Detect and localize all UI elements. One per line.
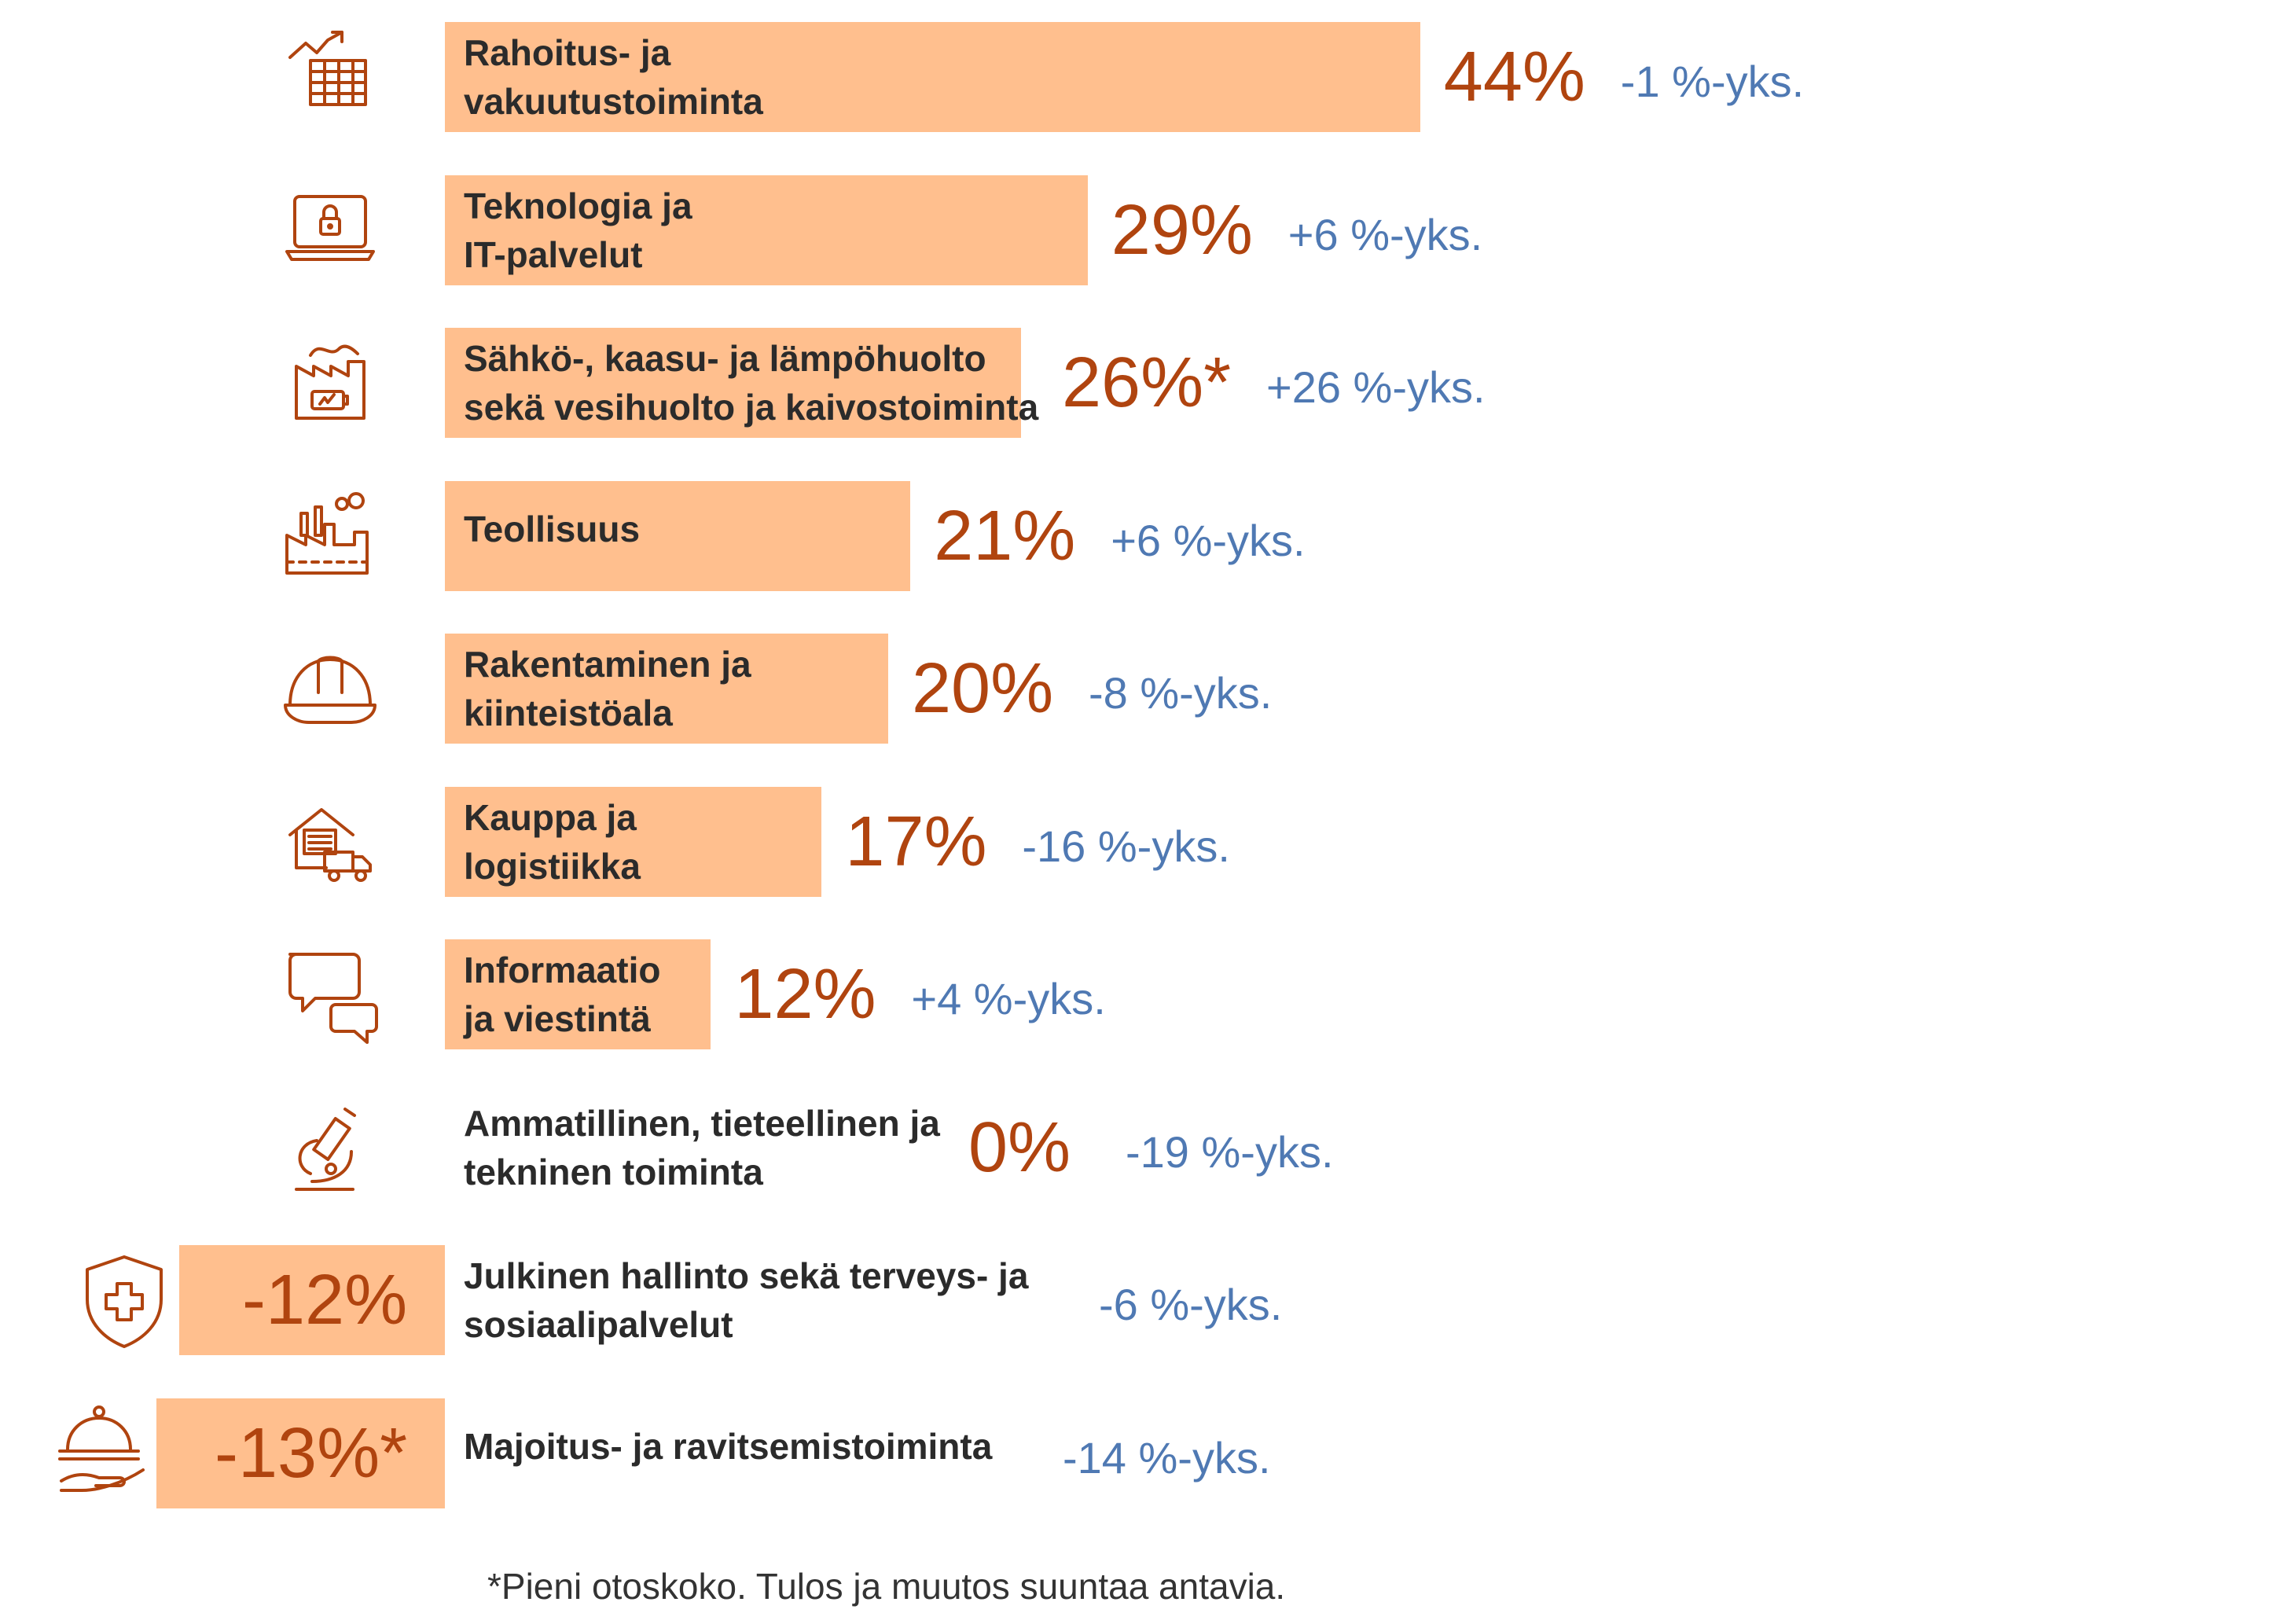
change-label: +6 %-yks.	[1111, 516, 1306, 565]
category-label: Julkinen hallinto sekä terveys- ja sosia…	[464, 1255, 1029, 1345]
bar	[445, 481, 911, 591]
energy-factory-icon	[279, 332, 381, 434]
shield-cross-icon	[73, 1249, 175, 1351]
chart-row: Rahoitus- ja vakuutustoiminta 44% -1 %-yks…	[0, 22, 2281, 132]
microscope-icon	[279, 1097, 381, 1199]
factory-icon	[279, 485, 381, 587]
category-label: Informaatio ja viestintä	[464, 950, 661, 1039]
change-label: +26 %-yks.	[1266, 362, 1486, 412]
chart-row: Teollisuus 21% +6 %-yks.	[0, 481, 2281, 591]
chart-row: Ammatillinen, tieteellinen ja tekninen t…	[0, 1093, 2281, 1203]
chart-row: Informaatio ja viestintä 12% +4 %-yks.	[0, 939, 2281, 1049]
change-label: -16 %-yks.	[1022, 821, 1230, 871]
change-label: -1 %-yks.	[1620, 57, 1805, 106]
category-label: Majoitus- ja ravitsemistoiminta	[464, 1426, 993, 1467]
food-cloche-icon	[50, 1402, 152, 1505]
category-label: Kauppa ja logistiikka	[464, 797, 641, 887]
bar	[445, 787, 822, 897]
value-label: 17%	[845, 803, 987, 881]
chart-row: Sähkö-, kaasu- ja lämpöhuolto sekä vesih…	[0, 328, 2281, 438]
finance-chart-icon	[279, 26, 381, 128]
category-label: Ammatillinen, tieteellinen ja tekninen t…	[464, 1103, 940, 1192]
footnote: *Pieni otoskoko. Tulos ja muutos suuntaa…	[487, 1566, 1286, 1607]
value-label: 0%	[968, 1108, 1071, 1187]
bar	[445, 22, 1420, 132]
change-label: -19 %-yks.	[1126, 1127, 1334, 1177]
value-label: 26%*	[1062, 344, 1232, 422]
change-label: +4 %-yks.	[911, 974, 1106, 1023]
change-label: -6 %-yks.	[1099, 1280, 1283, 1329]
category-label: Sähkö-, kaasu- ja lämpöhuolto sekä vesih…	[464, 338, 1039, 428]
chart-row: Julkinen hallinto sekä terveys- ja sosia…	[0, 1245, 2281, 1355]
chart-row: Majoitus- ja ravitsemistoiminta -13%* -14 …	[0, 1398, 2281, 1508]
category-label: Teknologia ja IT-palvelut	[464, 186, 692, 275]
change-label: -14 %-yks.	[1063, 1433, 1271, 1483]
bar	[445, 939, 711, 1049]
laptop-lock-icon	[279, 179, 381, 281]
value-label: -12%	[242, 1261, 408, 1339]
value-label: 44%	[1443, 38, 1585, 116]
change-label: -8 %-yks.	[1089, 668, 1273, 718]
warehouse-truck-icon	[279, 791, 381, 893]
chat-bubbles-icon	[279, 943, 381, 1045]
bar	[445, 328, 1022, 438]
category-label: Rahoitus- ja vakuutustoiminta	[464, 32, 763, 122]
value-label: -13%*	[215, 1414, 408, 1493]
value-label: 21%	[934, 497, 1076, 575]
value-label: 20%	[912, 649, 1054, 728]
change-label: +6 %-yks.	[1287, 210, 1483, 259]
category-label: Rakentaminen ja kiinteistöala	[464, 644, 751, 733]
value-label: 12%	[734, 955, 876, 1034]
value-label: 29%	[1111, 191, 1253, 270]
bar	[445, 634, 888, 744]
chart-row: Rakentaminen ja kiinteistöala 20% -8 %-yks…	[0, 634, 2281, 744]
bar	[178, 1245, 445, 1355]
chart-row: Kauppa ja logistiikka 17% -16 %-yks.	[0, 787, 2281, 897]
bar	[445, 175, 1088, 285]
category-label: Teollisuus	[464, 509, 641, 549]
hard-hat-icon	[279, 637, 381, 740]
chart-row: Teknologia ja IT-palvelut 29% +6 %-yks.	[0, 175, 2281, 285]
bar	[156, 1398, 445, 1508]
